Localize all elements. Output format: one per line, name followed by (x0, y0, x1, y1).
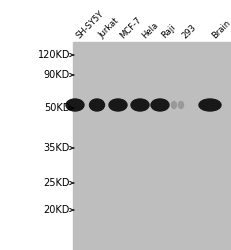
Text: Raji: Raji (159, 22, 177, 40)
Ellipse shape (171, 102, 176, 108)
Bar (73, 42, 231, 250)
Text: 293: 293 (179, 22, 197, 40)
Text: 25KD: 25KD (43, 178, 70, 188)
Text: 90KD: 90KD (44, 70, 70, 80)
Ellipse shape (178, 102, 183, 108)
Ellipse shape (66, 99, 84, 111)
Text: 20KD: 20KD (43, 205, 70, 215)
Text: MCF-7: MCF-7 (118, 15, 142, 40)
Ellipse shape (150, 99, 168, 111)
Ellipse shape (109, 99, 126, 111)
Text: 50KD: 50KD (43, 103, 70, 113)
Text: 120KD: 120KD (37, 50, 70, 60)
Text: Jurkat: Jurkat (97, 16, 120, 40)
Ellipse shape (198, 99, 220, 111)
Text: 35KD: 35KD (43, 143, 70, 153)
Ellipse shape (89, 99, 104, 111)
Ellipse shape (131, 99, 148, 111)
Text: Hela: Hela (139, 20, 159, 40)
Text: SH-SY5Y: SH-SY5Y (75, 9, 106, 40)
Text: Brain: Brain (209, 18, 231, 40)
